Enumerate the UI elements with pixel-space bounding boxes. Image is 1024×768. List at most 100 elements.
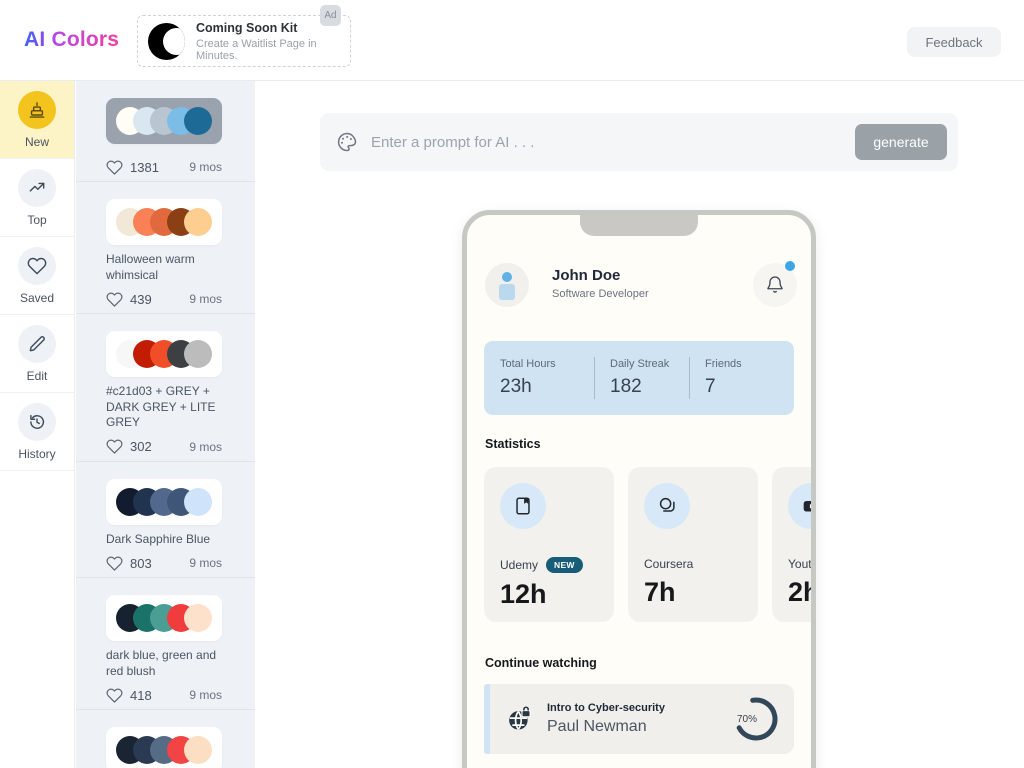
color-dot — [184, 604, 212, 632]
palette-age: 9 mos — [189, 439, 222, 454]
ad-title: Coming Soon Kit — [196, 20, 298, 35]
palette-item[interactable]: 1381 9 mos — [76, 81, 255, 182]
stat-card-coursera: Coursera 7h — [628, 467, 758, 622]
main-content: generate John Doe Software Developer Tot… — [256, 81, 1024, 768]
sidebar: New Top Saved Edit History — [0, 81, 75, 768]
color-dot — [184, 340, 212, 368]
stat-daily-streak: Daily Streak 182 — [594, 341, 689, 415]
continue-watching-card: Intro to Cyber-security Paul Newman 70% — [484, 684, 794, 754]
palette-list: 1381 9 mos Halloween warm whimsical 439 … — [76, 81, 255, 768]
sidebar-item-new[interactable]: New — [0, 81, 74, 159]
like-heart-icon[interactable] — [106, 555, 123, 572]
palette-title: Halloween warm whimsical — [106, 252, 195, 282]
palette-meta: 418 9 mos — [106, 685, 222, 705]
palette-swatch-card — [106, 727, 222, 768]
palette-swatch-card — [106, 98, 222, 144]
palette-swatch-card — [106, 199, 222, 245]
like-heart-icon[interactable] — [106, 291, 123, 308]
like-count: 803 — [130, 555, 152, 571]
palette-item[interactable]: #c21d03 + GREY + DARK GREY + LITE GREY 3… — [76, 314, 255, 462]
palette-meta: 439 9 mos — [106, 289, 222, 309]
like-heart-icon[interactable] — [106, 687, 123, 704]
pencil-icon — [18, 324, 56, 363]
palette-item[interactable]: Dark Sapphire Blue 803 9 mos — [76, 462, 255, 578]
like-count: 439 — [130, 291, 152, 307]
palette-age: 9 mos — [189, 556, 222, 570]
stat-total-hours: Total Hours 23h — [500, 358, 556, 397]
palette-title: #c21d03 + GREY + DARK GREY + LITE GREY — [106, 384, 216, 429]
profile-row: John Doe Software Developer — [485, 261, 797, 307]
palette-age: 9 mos — [189, 160, 222, 174]
generate-button[interactable]: generate — [855, 124, 947, 160]
card-value: 2h — [788, 577, 811, 607]
palette-age: 9 mos — [189, 688, 222, 702]
palette-meta: 803 9 mos — [106, 553, 222, 573]
sidebar-item-label: Top — [27, 212, 47, 227]
ad-badge: Ad — [320, 5, 341, 26]
palette-item[interactable] — [76, 710, 255, 768]
like-count: 1381 — [130, 159, 159, 175]
book-icon — [500, 483, 546, 529]
palette-meta: 302 9 mos — [106, 437, 222, 457]
card-label: Youtube — [788, 557, 812, 571]
avatar — [485, 263, 529, 307]
palette-age: 9 mos — [189, 292, 222, 306]
trending-up-icon — [18, 168, 56, 207]
profile-role: Software Developer — [552, 288, 649, 300]
card-label: Coursera — [644, 557, 694, 571]
history-icon — [18, 402, 56, 441]
logo-part-ai: AI — [24, 28, 46, 51]
palette-item[interactable]: dark blue, green and red blush 418 9 mos — [76, 578, 255, 710]
phone-notch — [580, 215, 698, 236]
notification-dot — [785, 261, 795, 271]
color-dot — [184, 107, 212, 135]
sidebar-item-top[interactable]: Top — [0, 159, 74, 237]
sidebar-item-label: Edit — [26, 368, 48, 383]
continue-watching-heading: Continue watching — [485, 656, 597, 670]
color-dot — [184, 487, 212, 516]
feedback-button[interactable]: Feedback — [907, 27, 1001, 57]
progress-label: 70% — [737, 714, 758, 725]
like-count: 418 — [130, 687, 152, 703]
card-label: Udemy — [500, 558, 539, 572]
palette-title: dark blue, green and red blush — [106, 648, 217, 678]
chat-icon — [644, 483, 690, 529]
logo-part-colors: Colors — [51, 28, 120, 51]
ad-card[interactable]: Ad Coming Soon Kit Create a Waitlist Pag… — [137, 5, 351, 67]
prompt-input[interactable] — [371, 133, 855, 151]
ad-text: Coming Soon Kit Create a Waitlist Page i… — [196, 21, 340, 62]
stat-card-udemy: Udemy NEW 12h — [484, 467, 614, 622]
card-accent-bar — [484, 684, 490, 754]
prompt-bar: generate — [320, 113, 958, 171]
new-badge: NEW — [546, 557, 583, 573]
app-logo[interactable]: AI Colors — [24, 28, 119, 52]
course-title: Intro to Cyber-security — [547, 702, 665, 714]
video-icon — [788, 483, 811, 529]
course-author: Paul Newman — [547, 718, 647, 735]
stats-bar: Total Hours 23h Daily Streak 182 Friends… — [484, 341, 794, 415]
coming-soon-kit-logo-icon — [148, 22, 185, 60]
sidebar-item-label: History — [18, 446, 56, 461]
ad-subtitle: Create a Waitlist Page in Minutes. — [196, 37, 317, 62]
palette-item[interactable]: Halloween warm whimsical 439 9 mos — [76, 182, 255, 314]
progress-ring-arc — [734, 697, 778, 741]
palette-title: Dark Sapphire Blue — [106, 531, 211, 546]
statistics-heading: Statistics — [485, 437, 541, 451]
like-heart-icon[interactable] — [106, 438, 123, 455]
palette-swatch-card — [106, 331, 222, 377]
card-value: 7h — [644, 577, 676, 607]
sidebar-item-history[interactable]: History — [0, 393, 74, 471]
sidebar-item-edit[interactable]: Edit — [0, 315, 74, 393]
like-count: 302 — [130, 439, 152, 454]
sidebar-item-label: New — [24, 134, 49, 149]
heart-icon — [18, 246, 56, 285]
cake-icon — [18, 90, 56, 129]
profile-name: John Doe — [552, 267, 621, 284]
like-heart-icon[interactable] — [106, 159, 123, 176]
stat-friends: Friends 7 — [689, 341, 794, 415]
color-dot — [184, 208, 212, 236]
color-dot — [184, 736, 212, 764]
sidebar-item-saved[interactable]: Saved — [0, 237, 74, 315]
progress-ring: 70% — [732, 695, 780, 743]
